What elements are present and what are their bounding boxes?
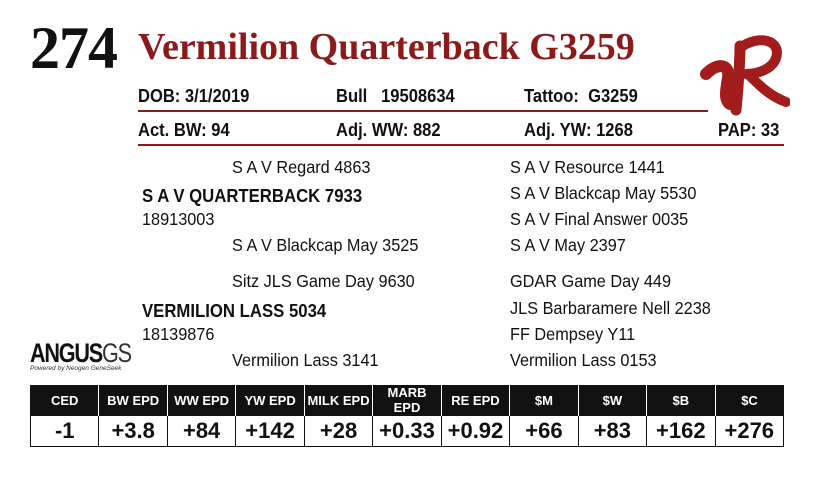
epd-header-row: CED BW EPD WW EPD YW EPD MILK EPD MARB E… bbox=[29, 385, 784, 416]
epd-value-row: -1 +3.8 +84 +142 +28 +0.33 +0.92 +66 +83… bbox=[29, 415, 785, 447]
angus-logo-suffix: GS bbox=[102, 338, 132, 368]
pedigree-right-1: S A V Resource 1441 bbox=[510, 157, 665, 177]
epd-header-milk: MILK EPD bbox=[303, 385, 373, 416]
pedigree-right-6: JLS Barbaramere Nell 2238 bbox=[510, 298, 711, 318]
pedigree-dam: VERMILION LASS 5034 bbox=[142, 301, 327, 321]
pedigree-right-8: Vermilion Lass 0153 bbox=[510, 350, 657, 370]
lot-number: 274 bbox=[30, 15, 118, 81]
epd-value-ww: +84 bbox=[166, 415, 237, 447]
epd-header-marb: MARB EPD bbox=[372, 385, 442, 416]
epd-value-m: +66 bbox=[509, 415, 579, 447]
epd-header-b: $B bbox=[646, 385, 716, 416]
pedigree-dam-dam: Vermilion Lass 3141 bbox=[232, 350, 379, 370]
divider-rule-1 bbox=[138, 110, 708, 112]
pedigree-sire-registration: 18913003 bbox=[142, 209, 215, 229]
epd-value-w: +83 bbox=[577, 415, 648, 447]
pedigree-right-5: GDAR Game Day 449 bbox=[510, 271, 672, 291]
divider-rule-2 bbox=[138, 144, 784, 146]
dob-field: DOB: 3/1/2019 bbox=[138, 86, 250, 106]
epd-header-bw: BW EPD bbox=[98, 385, 168, 416]
epd-value-milk: +28 bbox=[303, 415, 374, 447]
epd-header-yw: YW EPD bbox=[235, 385, 305, 416]
epd-header-w: $W bbox=[577, 385, 647, 416]
pedigree-sire-dam: S A V Blackcap May 3525 bbox=[232, 235, 419, 255]
epd-header-c: $C bbox=[714, 385, 784, 416]
epd-value-yw: +142 bbox=[235, 415, 305, 447]
pedigree-dam-registration: 18139876 bbox=[142, 324, 215, 344]
angus-logo-tagline: Powered by Neogen GeneSeek bbox=[30, 365, 122, 372]
bull-registration: Bull 19508634 bbox=[336, 86, 455, 106]
epd-table: CED BW EPD WW EPD YW EPD MILK EPD MARB E… bbox=[29, 385, 785, 447]
adjusted-ww: Adj. WW: 882 bbox=[336, 120, 441, 140]
epd-value-ced: -1 bbox=[29, 415, 100, 447]
epd-header-m: $M bbox=[509, 385, 579, 416]
adjusted-yw: Adj. YW: 1268 bbox=[524, 120, 633, 140]
pedigree-right-4: S A V May 2397 bbox=[510, 235, 626, 255]
pap-value: PAP: 33 bbox=[718, 120, 780, 140]
pedigree-sire-sire: S A V Regard 4863 bbox=[232, 157, 371, 177]
animal-name: Vermilion Quarterback G3259 bbox=[138, 26, 635, 68]
epd-value-marb: +0.33 bbox=[372, 415, 442, 447]
tattoo-field: Tattoo: G3259 bbox=[524, 86, 638, 106]
pedigree-right-2: S A V Blackcap May 5530 bbox=[510, 183, 697, 203]
vr-brand-logo-icon bbox=[700, 35, 790, 116]
actual-bw: Act. BW: 94 bbox=[138, 120, 230, 140]
pedigree-right-7: FF Dempsey Y11 bbox=[510, 324, 636, 344]
angus-gs-logo: ANGUSGS Powered by Neogen GeneSeek bbox=[30, 339, 156, 372]
pedigree-sire: S A V QUARTERBACK 7933 bbox=[142, 186, 363, 206]
angus-logo-word: ANGUS bbox=[30, 338, 103, 368]
epd-header-ced: CED bbox=[29, 385, 99, 416]
pedigree-dam-sire: Sitz JLS Game Day 9630 bbox=[232, 271, 415, 291]
epd-header-re: RE EPD bbox=[440, 385, 510, 416]
epd-value-c: +276 bbox=[714, 415, 785, 447]
epd-value-bw: +3.8 bbox=[98, 415, 168, 447]
pedigree-right-3: S A V Final Answer 0035 bbox=[510, 209, 689, 229]
epd-value-b: +162 bbox=[646, 415, 716, 447]
epd-value-re: +0.92 bbox=[440, 415, 511, 447]
epd-header-ww: WW EPD bbox=[166, 385, 236, 416]
